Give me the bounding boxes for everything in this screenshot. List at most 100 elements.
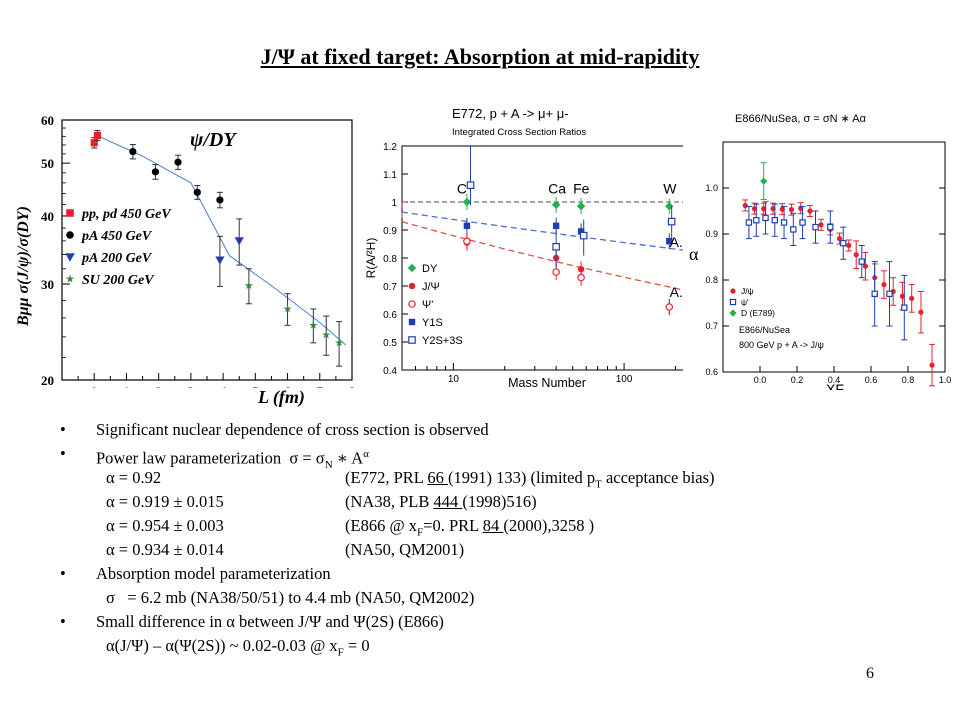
y-tick-label: 0.8 [383, 254, 397, 265]
data-point [576, 202, 586, 211]
alpha-row: α = 0.919 ± 0.015 (NA38, PLB 444 (1998)5… [106, 492, 537, 511]
sub-row: α(J/Ψ) – α(Ψ(2S)) ~ 0.02-0.03 @ xF = 0 [106, 636, 370, 659]
data-point [858, 258, 865, 265]
chart1-ylabel: Bμμ σ(J/ψ)/σ(DY) [15, 206, 32, 327]
x-tick-label: 1.0 [939, 375, 952, 385]
data-point [463, 222, 471, 229]
x-tick-label: 100 [616, 374, 633, 385]
x-tick-label: 7 [317, 384, 324, 388]
data-point [753, 216, 760, 224]
y-tick-label: 1.0 [705, 183, 718, 193]
data-point [234, 237, 244, 246]
data-point [742, 202, 748, 209]
y-tick-label: 50 [41, 156, 54, 171]
legend-marker [408, 336, 416, 344]
bullet-text: Significant nuclear dependence of cross … [96, 420, 489, 439]
y-tick-label: 0.9 [705, 229, 718, 239]
legend-marker [408, 282, 416, 290]
bullet-dot: • [60, 612, 66, 631]
legend-label: Υ1S [422, 317, 443, 329]
bullet-item: • Power law parameterization σ = σN ∗ Aα [60, 442, 940, 471]
chart-psi-dy: 0123456782030405060 ψ/DY L (fm) Bμμ σ(J/… [15, 113, 354, 388]
data-point [909, 295, 915, 301]
data-point [853, 252, 859, 258]
data-point [577, 266, 585, 273]
data-point [798, 205, 804, 211]
element-label: Fe [573, 181, 590, 197]
chart1-title: ψ/DY [190, 129, 237, 151]
data-point [827, 223, 834, 231]
data-point [886, 290, 893, 297]
legend-label: Ψ' [422, 299, 433, 311]
x-tick-label: 0.8 [902, 375, 915, 385]
bullet-dot: • [60, 444, 66, 463]
data-point [881, 282, 887, 288]
chart-e772: E772, p + A -> μ+ μ- Integrated Cross Se… [362, 100, 698, 390]
data-point [818, 222, 824, 228]
data-point [665, 303, 674, 311]
x-tick-label: 6 [284, 384, 291, 388]
bullet-list: • Significant nuclear dependence of cros… [60, 418, 940, 658]
legend-label: ψ' [741, 297, 749, 307]
x-tick-label: 1 [123, 384, 130, 388]
y-tick-label: 60 [41, 113, 54, 128]
data-point [216, 196, 224, 204]
legend-marker [65, 253, 75, 262]
data-point [309, 321, 318, 329]
legend-label: SU 200 GeV [82, 273, 155, 288]
chart2-title: E772, p + A -> μ+ μ- [452, 106, 569, 121]
legend-label: pA 450 GeV [81, 229, 153, 244]
chart2-ylabel: R(A/²H) [364, 238, 378, 279]
x-tick-label: 0.6 [865, 375, 878, 385]
chart1-xlabel-visible: L (fm) [258, 387, 305, 407]
bullet-text: Small difference in α between J/Ψ and Ψ(… [96, 612, 444, 631]
data-point [918, 309, 924, 315]
data-point [836, 236, 843, 242]
legend-marker [729, 309, 737, 317]
legend-label: DY [422, 263, 438, 275]
data-point [552, 243, 560, 251]
data-point [779, 206, 785, 212]
data-point [93, 131, 102, 140]
x-tick-label: 5 [252, 384, 259, 388]
y-tick-label: 20 [41, 373, 54, 388]
data-point [151, 168, 160, 176]
chart3-annotation-1: E866/NuSea [739, 325, 790, 335]
legend-label: Υ2S+3S [422, 335, 463, 347]
data-point [846, 242, 852, 249]
data-point [745, 219, 753, 226]
y-tick-label: 0.8 [705, 275, 718, 285]
data-point [577, 228, 585, 235]
data-point [244, 281, 253, 290]
data-point [335, 338, 344, 347]
data-point [666, 238, 673, 245]
element-label: W [663, 181, 677, 197]
data-point [812, 223, 819, 231]
y-tick-label: 40 [41, 209, 54, 224]
chart2-xlabel: Mass Number [508, 376, 586, 390]
bullet-dot: • [60, 420, 66, 439]
legend-marker [65, 274, 75, 283]
data-point [579, 231, 588, 240]
data-point [215, 256, 225, 265]
data-point [751, 206, 758, 212]
legend-label: pA 200 GeV [81, 251, 153, 266]
chart3-xlabel: XF [826, 381, 844, 390]
y-tick-label: 1.2 [383, 142, 397, 153]
bullet-item: • Absorption model parameterization [60, 562, 940, 586]
x-tick-label: 10 [448, 374, 460, 385]
x-tick-label: 0.0 [754, 375, 767, 385]
y-tick-label: 0.6 [383, 310, 397, 321]
data-point [762, 214, 769, 222]
x-tick-label: 0.4 [828, 375, 841, 385]
data-point [790, 226, 797, 233]
data-point [283, 304, 292, 313]
fit-line [93, 133, 346, 346]
y-tick-label: 0.7 [383, 282, 397, 293]
x-tick-label: 0.2 [791, 375, 804, 385]
legend-marker [66, 209, 74, 217]
legend-label: J/ψ [741, 286, 754, 296]
legend-marker [730, 288, 736, 294]
y-tick-label: 0.5 [383, 338, 397, 349]
data-point [862, 263, 869, 269]
